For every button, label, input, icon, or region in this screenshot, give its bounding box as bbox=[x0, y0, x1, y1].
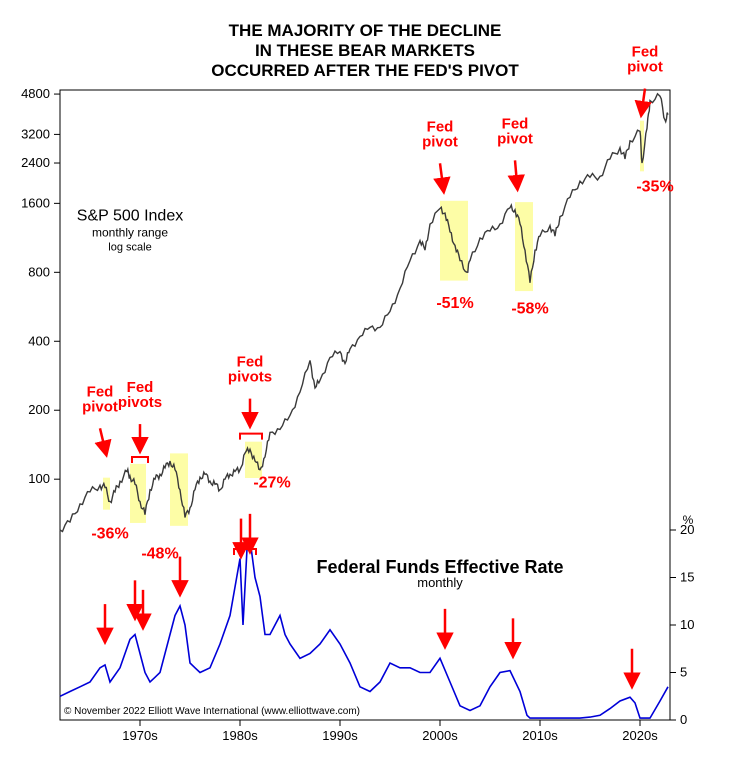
x-tick-label: 1980s bbox=[222, 728, 258, 743]
x-tick-label: 1970s bbox=[122, 728, 158, 743]
pivot-label: pivot bbox=[627, 59, 663, 76]
drawdown-label: -36% bbox=[91, 526, 128, 543]
fedfunds-label-sub: monthly bbox=[417, 575, 463, 590]
drawdown-label: -27% bbox=[253, 474, 290, 491]
y-tick-label-bot: 15 bbox=[680, 570, 694, 585]
y-tick-label-top: 400 bbox=[28, 333, 50, 348]
pivot-label: pivot bbox=[497, 130, 533, 147]
pivot-bracket bbox=[240, 434, 262, 440]
pivot-label: pivots bbox=[118, 394, 162, 411]
y-tick-label-top: 1600 bbox=[21, 195, 50, 210]
pivot-arrow bbox=[642, 89, 645, 110]
chart-svg: 1970s1980s1990s2000s2010s2020s1002004008… bbox=[0, 0, 730, 772]
chart-title-line: THE MAJORITY OF THE DECLINE bbox=[229, 21, 502, 40]
sp500-line bbox=[60, 94, 668, 532]
pct-unit: % bbox=[683, 513, 694, 527]
pivot-label: pivots bbox=[228, 369, 272, 386]
chart-title-line: OCCURRED AFTER THE FED'S PIVOT bbox=[211, 61, 519, 80]
drawdown-label: -58% bbox=[511, 300, 548, 317]
x-tick-label: 1990s bbox=[322, 728, 358, 743]
y-tick-label-bot: 10 bbox=[680, 617, 694, 632]
y-tick-label-bot: 0 bbox=[680, 712, 687, 727]
y-tick-label-top: 4800 bbox=[21, 86, 50, 101]
pivot-bracket bbox=[132, 457, 148, 463]
drawdown-label: -48% bbox=[141, 546, 178, 563]
copyright: © November 2022 Elliott Wave Internation… bbox=[64, 706, 360, 717]
pivot-arrow bbox=[100, 428, 105, 449]
y-tick-label-top: 100 bbox=[28, 471, 50, 486]
chart-title-line: IN THESE BEAR MARKETS bbox=[255, 41, 475, 60]
y-tick-label-top: 800 bbox=[28, 264, 50, 279]
x-tick-label: 2010s bbox=[522, 728, 558, 743]
pivot-arrow bbox=[515, 160, 517, 183]
x-tick-label: 2020s bbox=[622, 728, 658, 743]
drawdown-label: -35% bbox=[636, 179, 673, 196]
y-tick-label-top: 2400 bbox=[21, 155, 50, 170]
y-tick-label-bot: 5 bbox=[680, 665, 687, 680]
pivot-label: pivot bbox=[422, 133, 458, 150]
drawdown-label: -51% bbox=[436, 295, 473, 312]
pivot-label: pivot bbox=[82, 398, 118, 415]
fedfunds-label-title: Federal Funds Effective Rate bbox=[316, 557, 563, 577]
y-tick-label-top: 3200 bbox=[21, 126, 50, 141]
sp500-label-sub2: log scale bbox=[108, 241, 151, 253]
chart-container: 1970s1980s1990s2000s2010s2020s1002004008… bbox=[0, 0, 730, 772]
sp500-label-sub1: monthly range bbox=[92, 225, 168, 239]
y-tick-label-top: 200 bbox=[28, 402, 50, 417]
sp500-label-title: S&P 500 Index bbox=[77, 207, 183, 224]
x-tick-label: 2000s bbox=[422, 728, 458, 743]
pivot-arrow bbox=[440, 163, 443, 186]
